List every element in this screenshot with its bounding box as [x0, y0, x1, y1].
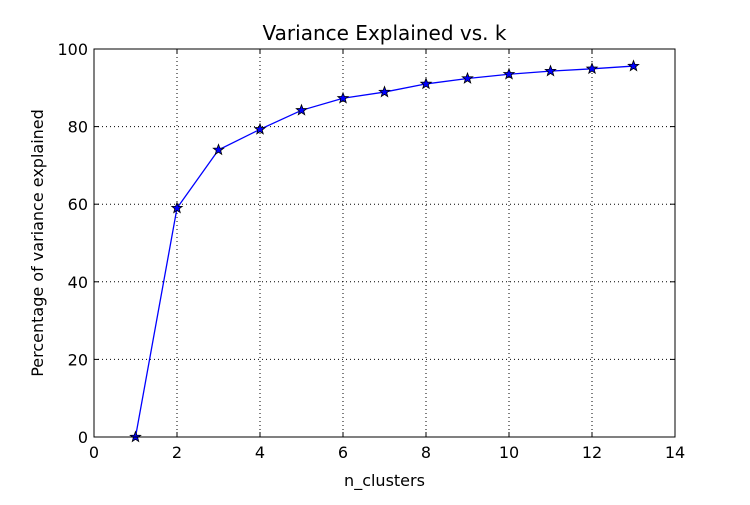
data-point-star	[129, 430, 142, 443]
x-tick-label: 14	[665, 443, 685, 462]
data-point-star	[585, 62, 599, 75]
x-tick-label: 12	[582, 443, 602, 462]
x-tick-label: 4	[255, 443, 265, 462]
data-point-star	[170, 201, 184, 214]
data-point-star	[336, 91, 350, 104]
data-point-star	[461, 71, 474, 84]
y-tick-labels: 0 20 40 60 80 100	[57, 40, 88, 447]
y-tick-label: 0	[78, 428, 88, 447]
plot-background	[94, 49, 675, 437]
x-tick-label: 2	[172, 443, 182, 462]
x-tick-labels: 0 2 4 6 8 10 12 14	[89, 443, 685, 462]
data-point-star	[627, 59, 640, 72]
y-tick-label: 60	[68, 195, 88, 214]
y-tick-label: 80	[68, 118, 88, 137]
data-point-star	[212, 143, 225, 156]
series-layer	[129, 59, 640, 443]
data-point-star	[419, 77, 433, 90]
data-point-star	[295, 103, 308, 116]
x-tick-label: 10	[499, 443, 519, 462]
y-axis-label: Percentage of variance explained	[28, 109, 47, 377]
x-axis-label: n_clusters	[344, 471, 425, 491]
plot-frame	[93, 48, 676, 438]
y-tick-label: 40	[68, 273, 88, 292]
x-tick-label: 6	[338, 443, 348, 462]
data-point-star	[378, 85, 391, 98]
x-tick-label: 0	[89, 443, 99, 462]
data-point-star	[544, 64, 557, 77]
y-tick-label: 100	[57, 40, 88, 59]
y-tick-label: 20	[68, 350, 88, 369]
data-point-star	[502, 67, 516, 80]
data-point-star	[253, 122, 267, 135]
x-tick-label: 8	[421, 443, 431, 462]
chart-title: Variance Explained vs. k	[263, 21, 507, 45]
tick-marks	[93, 48, 676, 438]
